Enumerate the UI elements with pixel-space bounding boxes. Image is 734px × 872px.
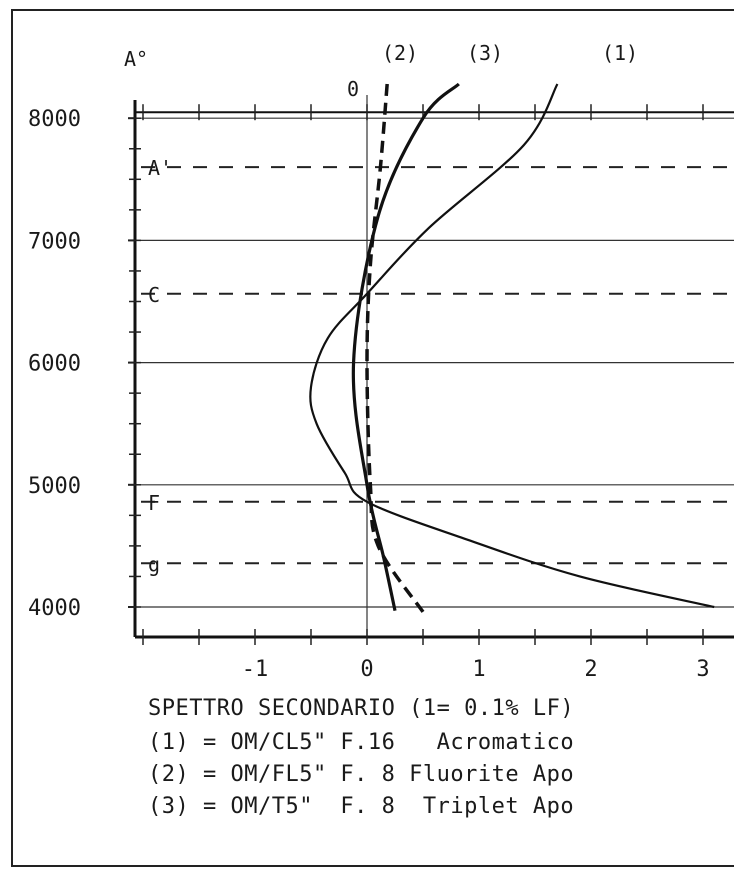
gridlines	[135, 95, 734, 637]
y-tick-label: 8000	[28, 107, 81, 132]
reference-label: A'	[148, 156, 172, 180]
axes	[133, 100, 734, 639]
zero-label: 0	[347, 77, 359, 101]
reference-lines	[141, 166, 734, 565]
series-label-3: (3)	[467, 41, 503, 65]
labels: 4000 5000 6000 7000 8000 0 -1 0 1 2 3 A° A' C Fg (1) (2)…	[28, 41, 710, 682]
series-curve-3	[351, 82, 460, 611]
x-tick-label: 1	[472, 657, 485, 682]
x-tick-label: 2	[584, 657, 597, 682]
y-tick-label: 4000	[28, 596, 81, 621]
reference-label: C	[148, 283, 160, 307]
series-curve-1	[309, 83, 715, 609]
series-curve-2	[365, 83, 425, 613]
chart-title: SPETTRO SECONDARIO (1= 0.1% LF)	[148, 696, 575, 721]
ticks	[128, 104, 704, 645]
series-curves	[309, 82, 715, 613]
y-axis-label: A°	[124, 47, 148, 71]
x-tick-label: 0	[360, 657, 373, 682]
page-border	[11, 9, 734, 867]
legend-entry-3: (3) = OM/T5" F. 8 Triplet Apo	[148, 794, 575, 819]
legend-entry-2: (2) = OM/FL5" F. 8 Fluorite Apo	[148, 762, 575, 787]
y-tick-label: 6000	[28, 352, 81, 377]
x-tick-label: -1	[242, 657, 269, 682]
series-label-1: (1)	[602, 41, 638, 65]
series-label-2: (2)	[382, 41, 418, 65]
x-tick-label: 3	[696, 657, 709, 682]
y-tick-label: 7000	[28, 229, 81, 254]
reference-label: F	[148, 491, 160, 515]
reference-label: g	[148, 552, 160, 576]
legend-entry-1: (1) = OM/CL5" F.16 Acromatico	[148, 730, 575, 755]
y-tick-label: 5000	[28, 474, 81, 499]
